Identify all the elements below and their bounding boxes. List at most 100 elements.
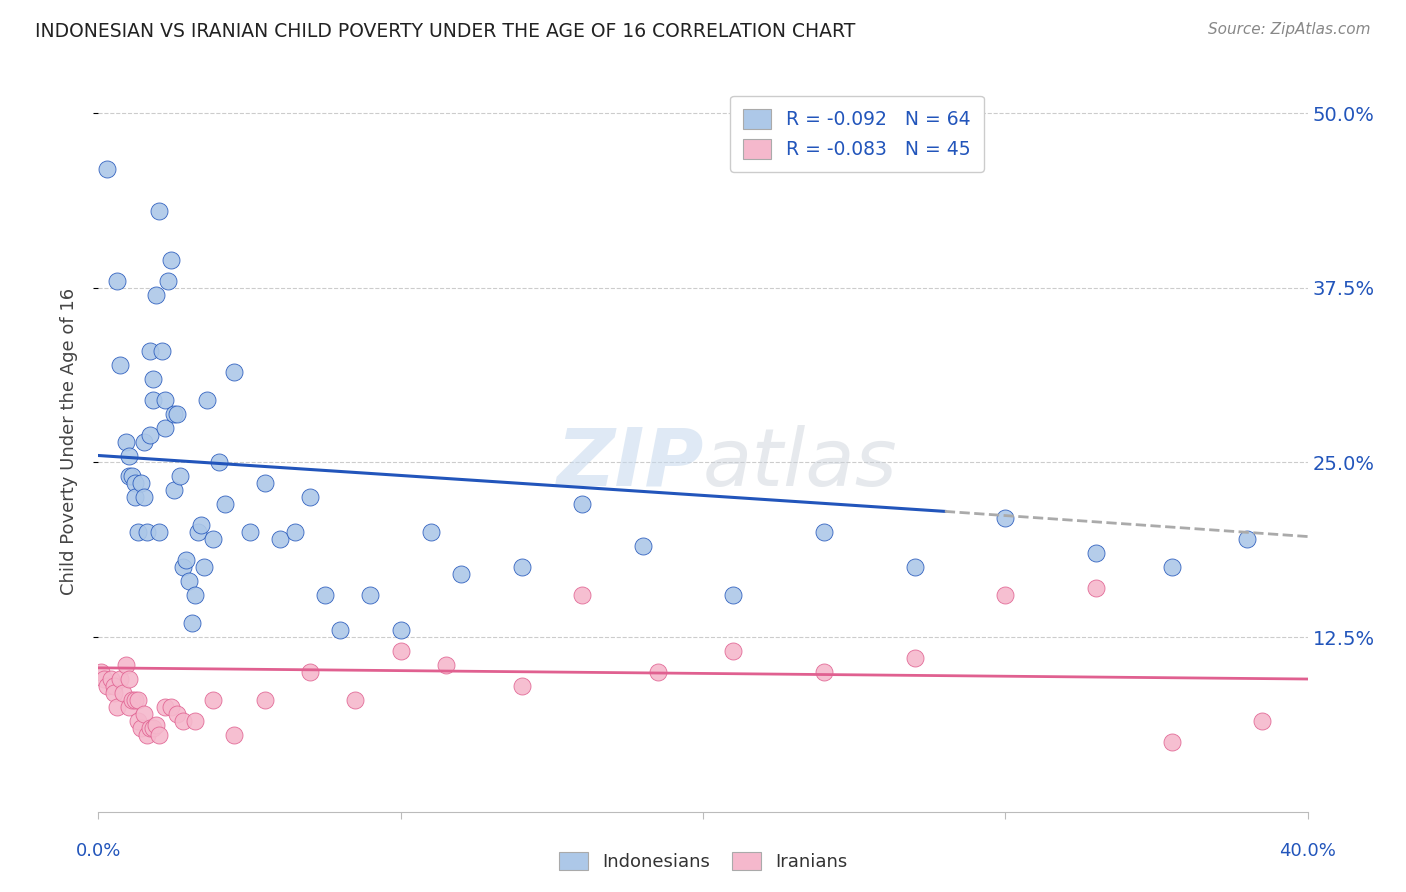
- Point: [105, 700, 128, 714]
- Point: [118, 700, 141, 714]
- Point: [1160, 735, 1182, 749]
- Point: [124, 693, 146, 707]
- Text: ZIP: ZIP: [555, 425, 703, 503]
- Point: [172, 714, 194, 728]
- Point: [224, 365, 246, 379]
- Point: [1251, 714, 1274, 728]
- Point: [179, 574, 201, 589]
- Point: [510, 560, 533, 574]
- Text: 40.0%: 40.0%: [1279, 842, 1336, 860]
- Point: [314, 588, 336, 602]
- Point: [813, 665, 835, 679]
- Point: [135, 525, 157, 540]
- Point: [389, 623, 412, 637]
- Point: [129, 721, 152, 735]
- Point: [103, 686, 125, 700]
- Point: [344, 693, 367, 707]
- Legend: Indonesians, Iranians: Indonesians, Iranians: [551, 845, 855, 879]
- Point: [253, 476, 276, 491]
- Point: [96, 162, 118, 177]
- Point: [118, 672, 141, 686]
- Point: [100, 672, 122, 686]
- Point: [284, 525, 307, 540]
- Point: [124, 476, 146, 491]
- Point: [904, 560, 927, 574]
- Point: [813, 525, 835, 540]
- Point: [145, 718, 167, 732]
- Legend: R = -0.092   N = 64, R = -0.083   N = 45: R = -0.092 N = 64, R = -0.083 N = 45: [730, 95, 984, 172]
- Point: [1160, 560, 1182, 574]
- Point: [190, 518, 212, 533]
- Point: [153, 700, 176, 714]
- Point: [145, 288, 167, 302]
- Point: [90, 665, 112, 679]
- Point: [181, 616, 204, 631]
- Point: [127, 525, 149, 540]
- Point: [105, 274, 128, 288]
- Point: [193, 560, 215, 574]
- Point: [163, 483, 186, 498]
- Point: [510, 679, 533, 693]
- Point: [139, 343, 162, 358]
- Point: [124, 491, 146, 505]
- Point: [420, 525, 443, 540]
- Point: [160, 700, 183, 714]
- Point: [129, 476, 152, 491]
- Point: [214, 497, 236, 511]
- Point: [172, 560, 194, 574]
- Point: [994, 588, 1017, 602]
- Point: [1085, 546, 1108, 560]
- Text: 0.0%: 0.0%: [76, 842, 121, 860]
- Point: [253, 693, 276, 707]
- Point: [108, 672, 131, 686]
- Point: [156, 274, 179, 288]
- Point: [93, 672, 115, 686]
- Point: [160, 252, 183, 267]
- Point: [142, 721, 165, 735]
- Y-axis label: Child Poverty Under the Age of 16: Child Poverty Under the Age of 16: [59, 288, 77, 595]
- Point: [148, 204, 170, 219]
- Point: [1236, 533, 1258, 547]
- Point: [647, 665, 669, 679]
- Point: [631, 539, 654, 553]
- Point: [360, 588, 382, 602]
- Text: INDONESIAN VS IRANIAN CHILD POVERTY UNDER THE AGE OF 16 CORRELATION CHART: INDONESIAN VS IRANIAN CHILD POVERTY UNDE…: [35, 22, 855, 41]
- Point: [142, 392, 165, 407]
- Text: Source: ZipAtlas.com: Source: ZipAtlas.com: [1208, 22, 1371, 37]
- Point: [269, 533, 291, 547]
- Point: [118, 449, 141, 463]
- Point: [202, 693, 225, 707]
- Point: [994, 511, 1017, 525]
- Point: [163, 407, 186, 421]
- Point: [150, 343, 173, 358]
- Point: [127, 714, 149, 728]
- Point: [239, 525, 262, 540]
- Point: [121, 693, 143, 707]
- Point: [195, 392, 218, 407]
- Point: [108, 358, 131, 372]
- Point: [184, 714, 207, 728]
- Point: [166, 706, 188, 721]
- Point: [174, 553, 197, 567]
- Point: [1085, 581, 1108, 595]
- Point: [571, 588, 593, 602]
- Point: [299, 665, 322, 679]
- Point: [723, 644, 745, 658]
- Point: [139, 721, 162, 735]
- Point: [904, 651, 927, 665]
- Point: [103, 679, 125, 693]
- Point: [114, 658, 136, 673]
- Point: [139, 427, 162, 442]
- Point: [153, 392, 176, 407]
- Point: [169, 469, 191, 483]
- Point: [299, 491, 322, 505]
- Point: [148, 728, 170, 742]
- Point: [208, 455, 231, 469]
- Point: [450, 567, 472, 582]
- Point: [723, 588, 745, 602]
- Point: [118, 469, 141, 483]
- Point: [96, 679, 118, 693]
- Point: [114, 434, 136, 449]
- Point: [142, 372, 165, 386]
- Point: [434, 658, 457, 673]
